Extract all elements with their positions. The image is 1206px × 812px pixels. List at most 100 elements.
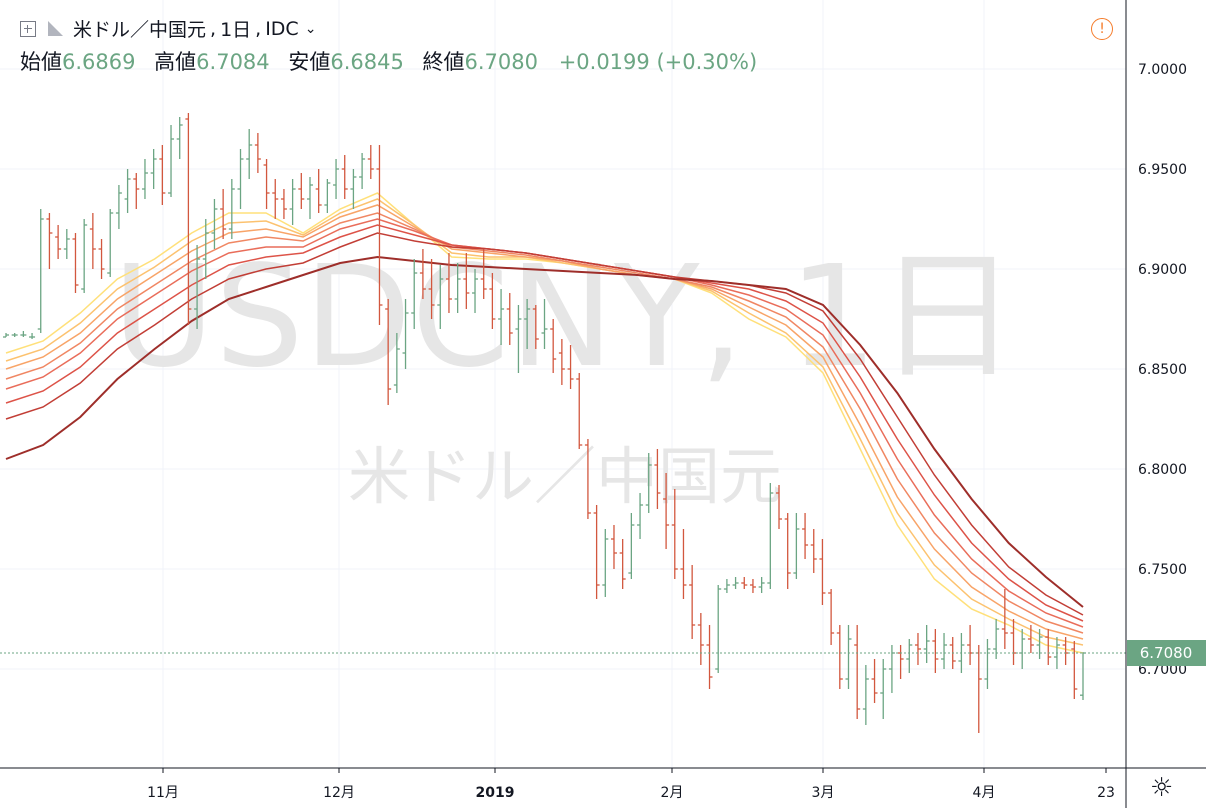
plus-box-icon[interactable]: [20, 20, 36, 37]
time-axis-label: 11月: [147, 785, 179, 801]
ohlc-bar: [784, 513, 791, 589]
ohlc-bar: [715, 585, 722, 673]
ohlc-bar: [141, 159, 148, 199]
ohlc-bar: [194, 245, 201, 329]
ohlc-bar: [645, 453, 652, 513]
ohlc-bar: [932, 629, 939, 673]
ohlc-bar: [20, 331, 27, 337]
ohlc-bar: [862, 665, 869, 725]
ohlc-bar: [576, 373, 583, 449]
watermark-description: 米ドル／中国元: [348, 440, 782, 513]
ohlc-bar: [628, 513, 635, 579]
time-axis[interactable]: 11月 12月 2019 2月 3月 4月 23: [147, 768, 1115, 801]
ohlc-bar: [1071, 641, 1078, 699]
ohlc-high-label: 高値: [154, 50, 197, 74]
ohlc-bar: [697, 613, 704, 665]
gear-icon[interactable]: ☼: [1150, 773, 1174, 803]
ohlc-bar: [914, 633, 921, 665]
ohlc-bar: [1036, 629, 1043, 659]
ohlc-bar: [402, 299, 409, 369]
ohlc-bar: [1027, 625, 1034, 653]
watermark: USDCNY, 1日 米ドル／中国元: [112, 236, 1017, 513]
ohlc-bar: [246, 129, 253, 179]
ohlc-close-value: 6.7080: [464, 50, 538, 74]
ohlc-bar: [72, 233, 79, 293]
ohlc-bar: [541, 299, 548, 349]
ohlc-bar: [550, 319, 557, 373]
ohlc-bar: [324, 179, 331, 213]
ohlc-bar: [524, 299, 531, 349]
price-axis[interactable]: 7.00006.95006.90006.85006.80006.75006.70…: [1138, 62, 1187, 678]
ohlc-bar: [29, 333, 36, 339]
ohlc-bar: [732, 577, 739, 589]
ohlc-bar: [532, 305, 539, 349]
ohlc-bar: [306, 177, 313, 219]
ohlc-bar: [289, 179, 296, 225]
ohlc-bar: [298, 173, 305, 209]
ohlc-bar: [880, 659, 887, 719]
ohlc-bar: [124, 169, 131, 213]
ohlc-bar: [567, 345, 574, 389]
last-price-label: 6.7080: [1140, 644, 1193, 662]
ohlc-low-value: 6.6845: [330, 50, 404, 74]
exchange-label[interactable]: IDC: [265, 17, 299, 40]
ohlc-bar: [211, 199, 218, 249]
ohlc-open-label: 始値: [20, 50, 62, 74]
ohlc-high-value: 6.7084: [196, 50, 270, 74]
ohlc-bar: [359, 153, 366, 189]
ohlc-bar: [975, 645, 982, 733]
ohlc-bar: [133, 173, 140, 209]
ma-line-3: [5, 204, 1084, 640]
price-axis-tick: 7.0000: [1138, 62, 1187, 78]
ohlc-bar: [836, 625, 843, 689]
ohlc-bar: [376, 145, 383, 325]
ohlc-bar: [463, 253, 470, 309]
symbol-description[interactable]: 米ドル／中国元: [73, 19, 207, 41]
ohlc-bar: [1080, 652, 1086, 700]
grid-lines: [0, 0, 1126, 768]
time-axis-label: 3月: [812, 785, 835, 801]
alert-icon[interactable]: !: [1091, 18, 1113, 40]
chevron-down-icon[interactable]: ⌄: [304, 20, 317, 37]
ohlc-bar: [671, 489, 678, 579]
ohlc-bar: [81, 219, 88, 293]
ohlc-bar: [610, 525, 617, 569]
ohlc-bar: [593, 505, 600, 599]
ohlc-bar: [46, 213, 53, 269]
ohlc-bar: [272, 179, 279, 219]
ohlc-bar: [906, 639, 913, 673]
ohlc-bar: [793, 513, 800, 579]
ohlc-bar: [445, 253, 452, 313]
ohlc-open-value: 6.6869: [62, 50, 136, 74]
ohlc-bar: [55, 225, 62, 259]
interval-label[interactable]: 1日: [220, 19, 252, 41]
ma-line-7: [5, 232, 1084, 616]
ohlc-bar: [350, 169, 357, 209]
ohlc-bar: [254, 133, 261, 173]
ohlc-bar: [168, 125, 175, 197]
ohlc-bar: [489, 273, 496, 329]
ohlc-bar: [689, 565, 696, 639]
ohlc-bar: [11, 333, 18, 337]
ohlc-bar: [854, 625, 861, 719]
ohlc-bar: [159, 145, 166, 205]
ohlc-change: +0.0199 (+0.30%): [558, 50, 758, 74]
ohlc-bar: [3, 333, 9, 338]
price-axis-tick: 6.7500: [1138, 562, 1187, 578]
ohlc-bar: [98, 239, 105, 279]
ohlc-bar: [1001, 589, 1008, 649]
last-price-badge-bg: [1127, 640, 1206, 666]
ohlc-bar: [741, 577, 748, 589]
ohlc-bar: [37, 209, 44, 333]
ohlc-bar: [993, 619, 1000, 659]
ohlc-bar: [663, 473, 670, 549]
ohlc-bar: [619, 539, 626, 589]
ohlc-bar: [923, 625, 930, 663]
ma-line-8: [5, 255, 1084, 608]
last-price-badge: 6.7080: [1127, 640, 1206, 666]
symbol-legend[interactable]: 米ドル／中国元, 1日, IDC ⌄: [20, 15, 316, 42]
flag-icon[interactable]: [48, 21, 63, 36]
time-axis-label: 4月: [973, 785, 996, 801]
